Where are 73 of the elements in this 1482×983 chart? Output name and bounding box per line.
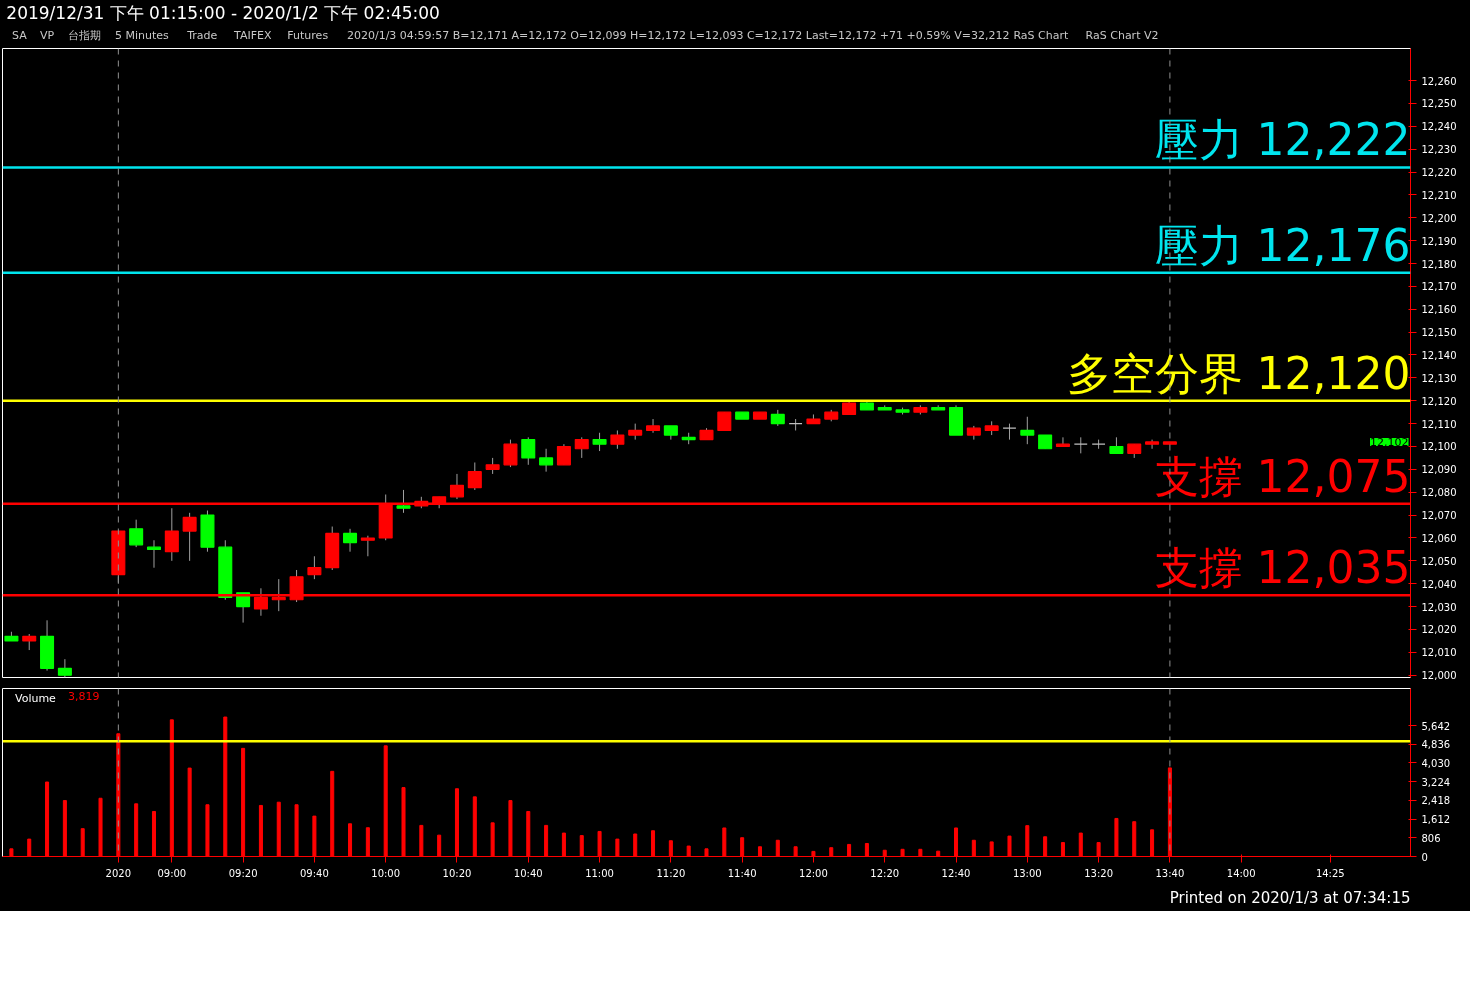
text: 2020/1/3 04:59:57 B=12,171 A=12,172 O=12,099 H=12,172 L=12,093 C=12,172 Last=12,172 +71 +0.59% V=32,212 (346, 29, 1010, 42)
y-tick-label: 12,230 (1421, 144, 1457, 156)
y-tick-label: 12,010 (1421, 647, 1457, 659)
y-tick-label: 12,140 (1421, 349, 1457, 361)
y-tick-label: 12,070 (1421, 510, 1457, 522)
y-tick-label: 12,040 (1421, 578, 1457, 590)
y-tick-label: 12,210 (1421, 189, 1457, 201)
x-tick-label: 10:00 (371, 867, 401, 879)
x-tick-label: 12:40 (941, 867, 971, 879)
y-tick-label: 12,130 (1421, 372, 1457, 384)
y-tick-label: 12,200 (1421, 212, 1457, 224)
x-tick-label: 13:40 (1155, 867, 1185, 879)
y-tick-label: 5,642 (1421, 720, 1451, 732)
ref-line-label: 支撐 12,075 (1154, 450, 1411, 502)
y-tick-label: 12,190 (1421, 235, 1457, 247)
text: RaS Chart (1013, 29, 1069, 42)
annotation: 3,819 (68, 689, 100, 703)
text: RaS Chart V2 (1085, 29, 1159, 42)
y-tick-label: 12,150 (1421, 327, 1457, 339)
x-tick-label: 12:20 (870, 867, 900, 879)
x-tick-label: 09:00 (157, 867, 187, 879)
y-tick-label: 12,220 (1421, 167, 1457, 179)
x-tick-label: 09:40 (299, 867, 329, 879)
y-tick-label: 12,020 (1421, 624, 1457, 636)
y-tick-label: 12,060 (1421, 532, 1457, 544)
text: SA (12, 29, 28, 42)
text: TAIFEX (233, 29, 273, 42)
x-tick-label: 14:00 (1226, 867, 1256, 879)
ref-line-label: 壓力 12,222 (1154, 114, 1411, 166)
ref-line-label: 多空分界 12,120 (1066, 347, 1411, 399)
y-tick-label: 12,120 (1421, 395, 1457, 407)
x-tick-label: 2020 (105, 867, 132, 879)
y-tick-label: 12,050 (1421, 555, 1457, 567)
text: Trade (186, 29, 218, 42)
y-tick-label: 12,110 (1421, 418, 1457, 430)
x-tick-label: 13:00 (1012, 867, 1042, 879)
x-tick-label: 10:20 (442, 867, 472, 879)
y-tick-label: 12,170 (1421, 281, 1457, 293)
x-tick-label: 14:25 (1315, 867, 1345, 879)
x-tick-label: 10:40 (513, 867, 543, 879)
y-tick-label: 12,000 (1421, 670, 1457, 682)
text: 台指期 (68, 29, 102, 42)
y-tick-label: 0 (1421, 851, 1428, 863)
y-tick-label: 1,612 (1421, 814, 1451, 826)
x-tick-label: 11:20 (656, 867, 686, 879)
y-tick-label: 12,260 (1421, 75, 1457, 87)
x-tick-label: 11:00 (585, 867, 614, 879)
y-tick-label: 12,090 (1421, 464, 1457, 476)
y-tick-label: 4,030 (1421, 757, 1451, 769)
chart-title: 2019/12/31 下午 01:15:00 - 2020/1/2 下午 02:45:00 (6, 2, 440, 23)
x-tick-label: 12:00 (799, 867, 828, 879)
x-tick-label: 13:20 (1084, 867, 1114, 879)
y-tick-label: 806 (1421, 832, 1441, 844)
y-tick-label: 12,080 (1421, 487, 1457, 499)
y-tick-label: 12,160 (1421, 304, 1457, 316)
x-tick-label: 11:40 (727, 867, 757, 879)
text: Printed on 2020/1/3 at 07:34:15 (1169, 888, 1411, 907)
ref-line-label: 壓力 12,176 (1154, 219, 1411, 271)
text: VP (40, 29, 55, 42)
y-tick-label: 12,180 (1421, 258, 1457, 270)
y-tick-label: 12,100 (1421, 441, 1457, 453)
y-tick-label: 4,836 (1421, 739, 1451, 751)
annotation: Volume (14, 691, 57, 705)
y-tick-label: 3,224 (1421, 776, 1451, 788)
y-tick-label: 2,418 (1421, 795, 1451, 807)
y-tick-label: 12,240 (1421, 121, 1457, 133)
text: Futures (287, 29, 329, 42)
x-tick-label: 09:20 (228, 867, 258, 879)
y-tick-label: 12,250 (1421, 98, 1457, 110)
text: 5 Minutes (114, 29, 170, 42)
y-tick-label: 12,030 (1421, 601, 1457, 613)
annotation: 12,102 (1370, 435, 1409, 449)
ref-line-label: 支撐 12,035 (1154, 542, 1411, 594)
